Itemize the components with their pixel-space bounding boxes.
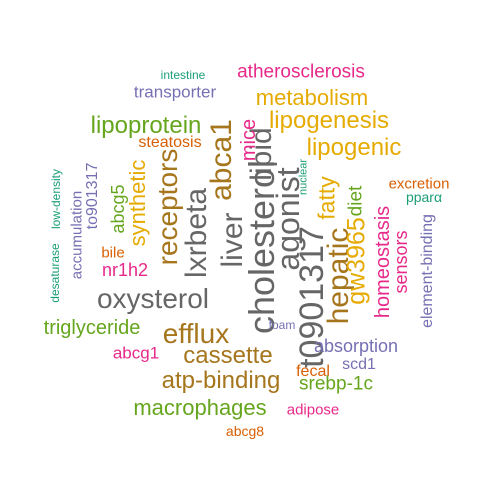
word: triglyceride xyxy=(43,317,141,339)
word: atherosclerosis xyxy=(237,61,365,83)
word: atp-binding xyxy=(161,367,281,394)
word: oxysterol xyxy=(96,283,210,314)
word: desaturase xyxy=(48,243,62,303)
word: accumulation xyxy=(68,190,86,280)
word: fecal xyxy=(296,363,330,380)
word: abca1 xyxy=(205,119,238,201)
word: bile xyxy=(101,244,125,262)
word: low-density xyxy=(49,168,63,230)
word: to901317 xyxy=(84,162,101,230)
word: abcg1 xyxy=(112,343,160,363)
word: metabolism xyxy=(255,85,369,110)
word: adipose xyxy=(286,401,340,419)
word: foam xyxy=(268,318,296,332)
word: pparα xyxy=(405,189,443,205)
word: lipogenesis xyxy=(268,107,390,134)
word: efflux xyxy=(162,318,230,349)
word: lipoprotein xyxy=(90,112,202,139)
word: diet xyxy=(345,185,367,217)
word: mice xyxy=(238,118,260,162)
word: transporter xyxy=(133,82,217,102)
word: excretion xyxy=(388,175,450,193)
word: intestine xyxy=(160,68,206,82)
word: homeostasis xyxy=(372,205,394,319)
word: nr1h2 xyxy=(101,260,149,280)
word: absorption xyxy=(313,336,399,356)
word: gw3965 xyxy=(342,217,371,305)
word: lxrbeta xyxy=(180,187,213,279)
word: cassette xyxy=(183,342,273,369)
word: synthetic xyxy=(125,159,150,247)
word: macrophages xyxy=(133,395,267,420)
word: element-binding xyxy=(419,214,436,328)
word: sensors xyxy=(391,230,411,294)
word: receptors xyxy=(152,148,183,266)
word: nuclear xyxy=(297,158,310,196)
word: scd1 xyxy=(342,356,376,373)
word: steatosis xyxy=(138,134,202,151)
word: lipogenic xyxy=(306,134,402,161)
word: fatty xyxy=(313,176,340,220)
word: srebp-1c xyxy=(299,373,373,395)
word: abcg8 xyxy=(225,423,265,439)
